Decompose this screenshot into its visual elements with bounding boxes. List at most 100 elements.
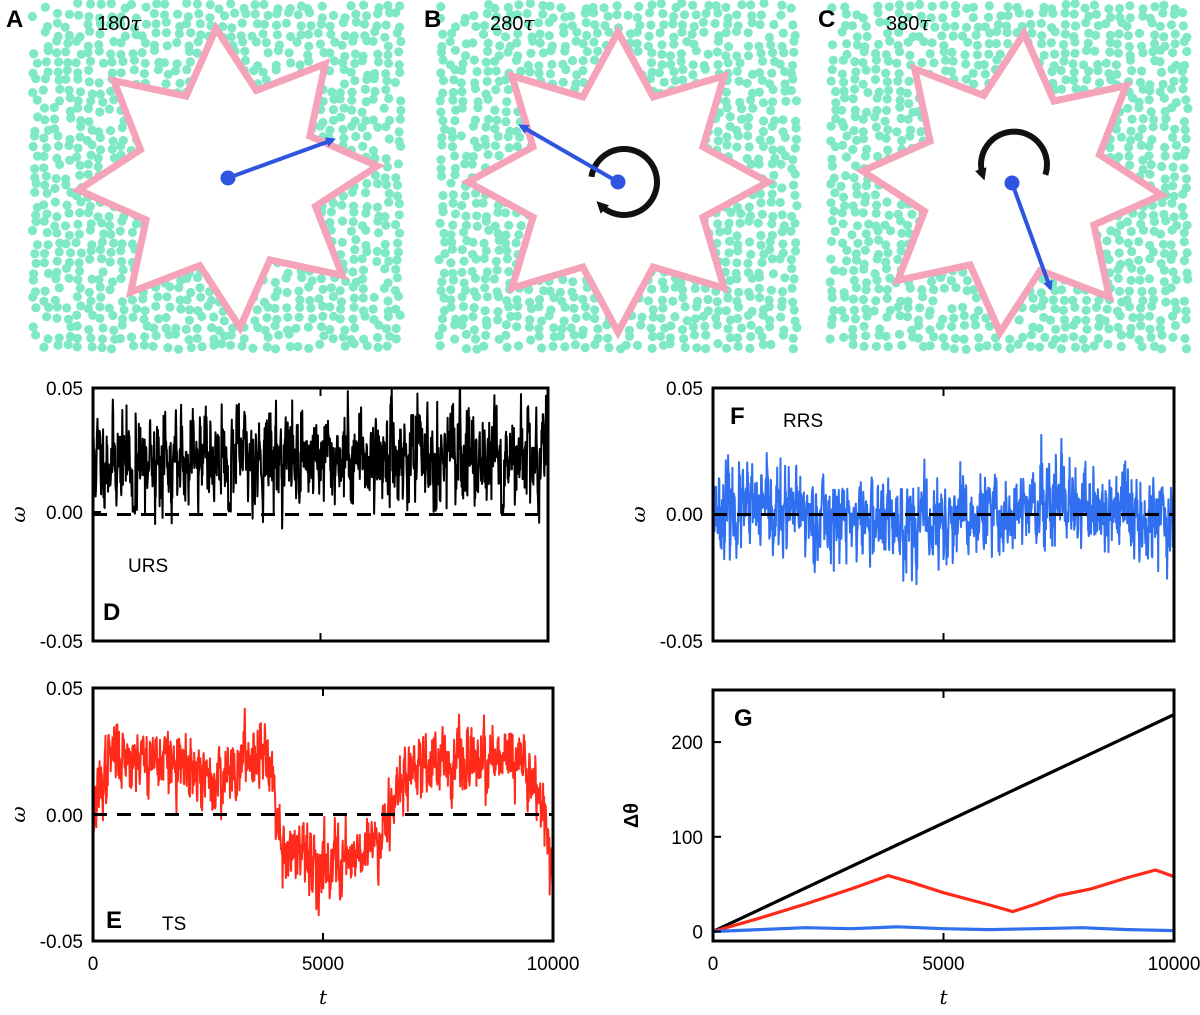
particle [1138,296,1148,306]
particle [1160,174,1170,184]
particle [658,9,668,19]
particle [1144,274,1154,284]
particle [914,320,924,331]
particle [325,217,335,228]
particle [207,323,217,333]
particle [262,313,272,323]
particle [270,292,280,302]
particle [925,325,935,335]
particle [1136,140,1146,150]
particle [480,306,490,316]
particle [383,296,393,306]
particle [1160,142,1170,152]
particle [40,74,51,84]
particle [722,140,732,150]
particle [787,283,797,293]
particle [883,145,893,155]
particle [182,65,192,75]
y-tick-label: 0.05 [666,379,703,400]
particle [394,47,404,57]
particle [840,93,850,103]
particle [63,340,73,350]
particle [1116,330,1126,340]
particle [725,315,736,325]
particle [756,10,766,20]
particle [961,22,972,32]
particle [328,198,338,208]
particle [328,292,338,302]
particle [1069,67,1079,77]
particle [1167,225,1177,235]
particle [184,46,194,57]
particle [1081,45,1092,56]
particle [63,58,73,68]
particle [116,68,126,78]
particle [513,29,523,39]
x-axis-label: t [319,985,328,1009]
particle [768,211,778,222]
particle [1114,235,1124,245]
particle [1068,59,1078,69]
particle [759,0,769,8]
particle [462,151,472,161]
particle [435,218,445,228]
particle [777,287,788,297]
particle [86,296,96,306]
particle [743,28,753,38]
particle [93,153,103,163]
particle [351,17,361,27]
particle [790,169,800,179]
particle [129,55,140,65]
plot-area [713,433,1174,586]
particle [448,190,458,200]
particle [1147,18,1157,28]
particle [858,134,869,144]
particle [109,95,119,105]
particle [723,293,733,303]
particle [757,257,767,268]
particle [947,47,957,58]
particle [305,296,315,306]
particle [786,255,796,265]
particle [722,103,732,113]
particle [535,38,545,48]
particle [1169,191,1179,201]
particle [384,134,394,144]
particle [457,87,467,97]
particle [106,0,116,9]
particle [747,11,757,21]
particle [43,334,53,344]
particle [544,311,554,321]
particle [946,275,957,286]
particle [1138,11,1148,21]
particle [974,306,984,316]
particle [64,273,74,283]
particle [97,334,108,344]
particle [42,312,52,322]
particle [788,20,798,30]
time-label-c: 380τ [886,11,931,35]
particle [769,170,779,180]
particle [346,226,356,236]
particle [106,49,116,59]
particle [949,344,959,354]
particle [369,292,379,302]
particle [271,65,281,75]
particle [50,124,60,134]
particle [935,321,945,331]
particle [297,273,307,283]
particle [435,13,445,23]
particle [347,105,357,115]
particle [84,325,94,335]
particle [1128,312,1138,323]
particle [305,8,315,18]
particle [335,286,345,296]
particle [678,75,688,85]
particle [259,0,269,10]
particle [370,27,380,37]
particle [490,56,500,66]
particle [116,273,126,284]
particle [858,114,868,124]
particle [743,41,754,51]
